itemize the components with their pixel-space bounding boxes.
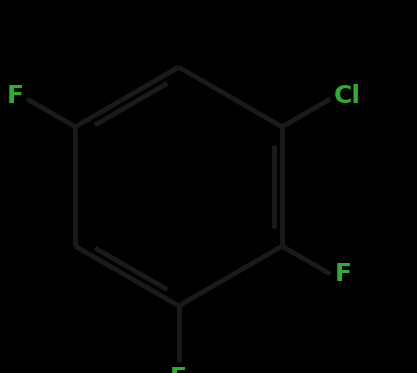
Text: F: F (335, 262, 352, 286)
Text: F: F (170, 366, 187, 373)
Text: F: F (7, 84, 24, 108)
Text: Cl: Cl (334, 84, 360, 108)
